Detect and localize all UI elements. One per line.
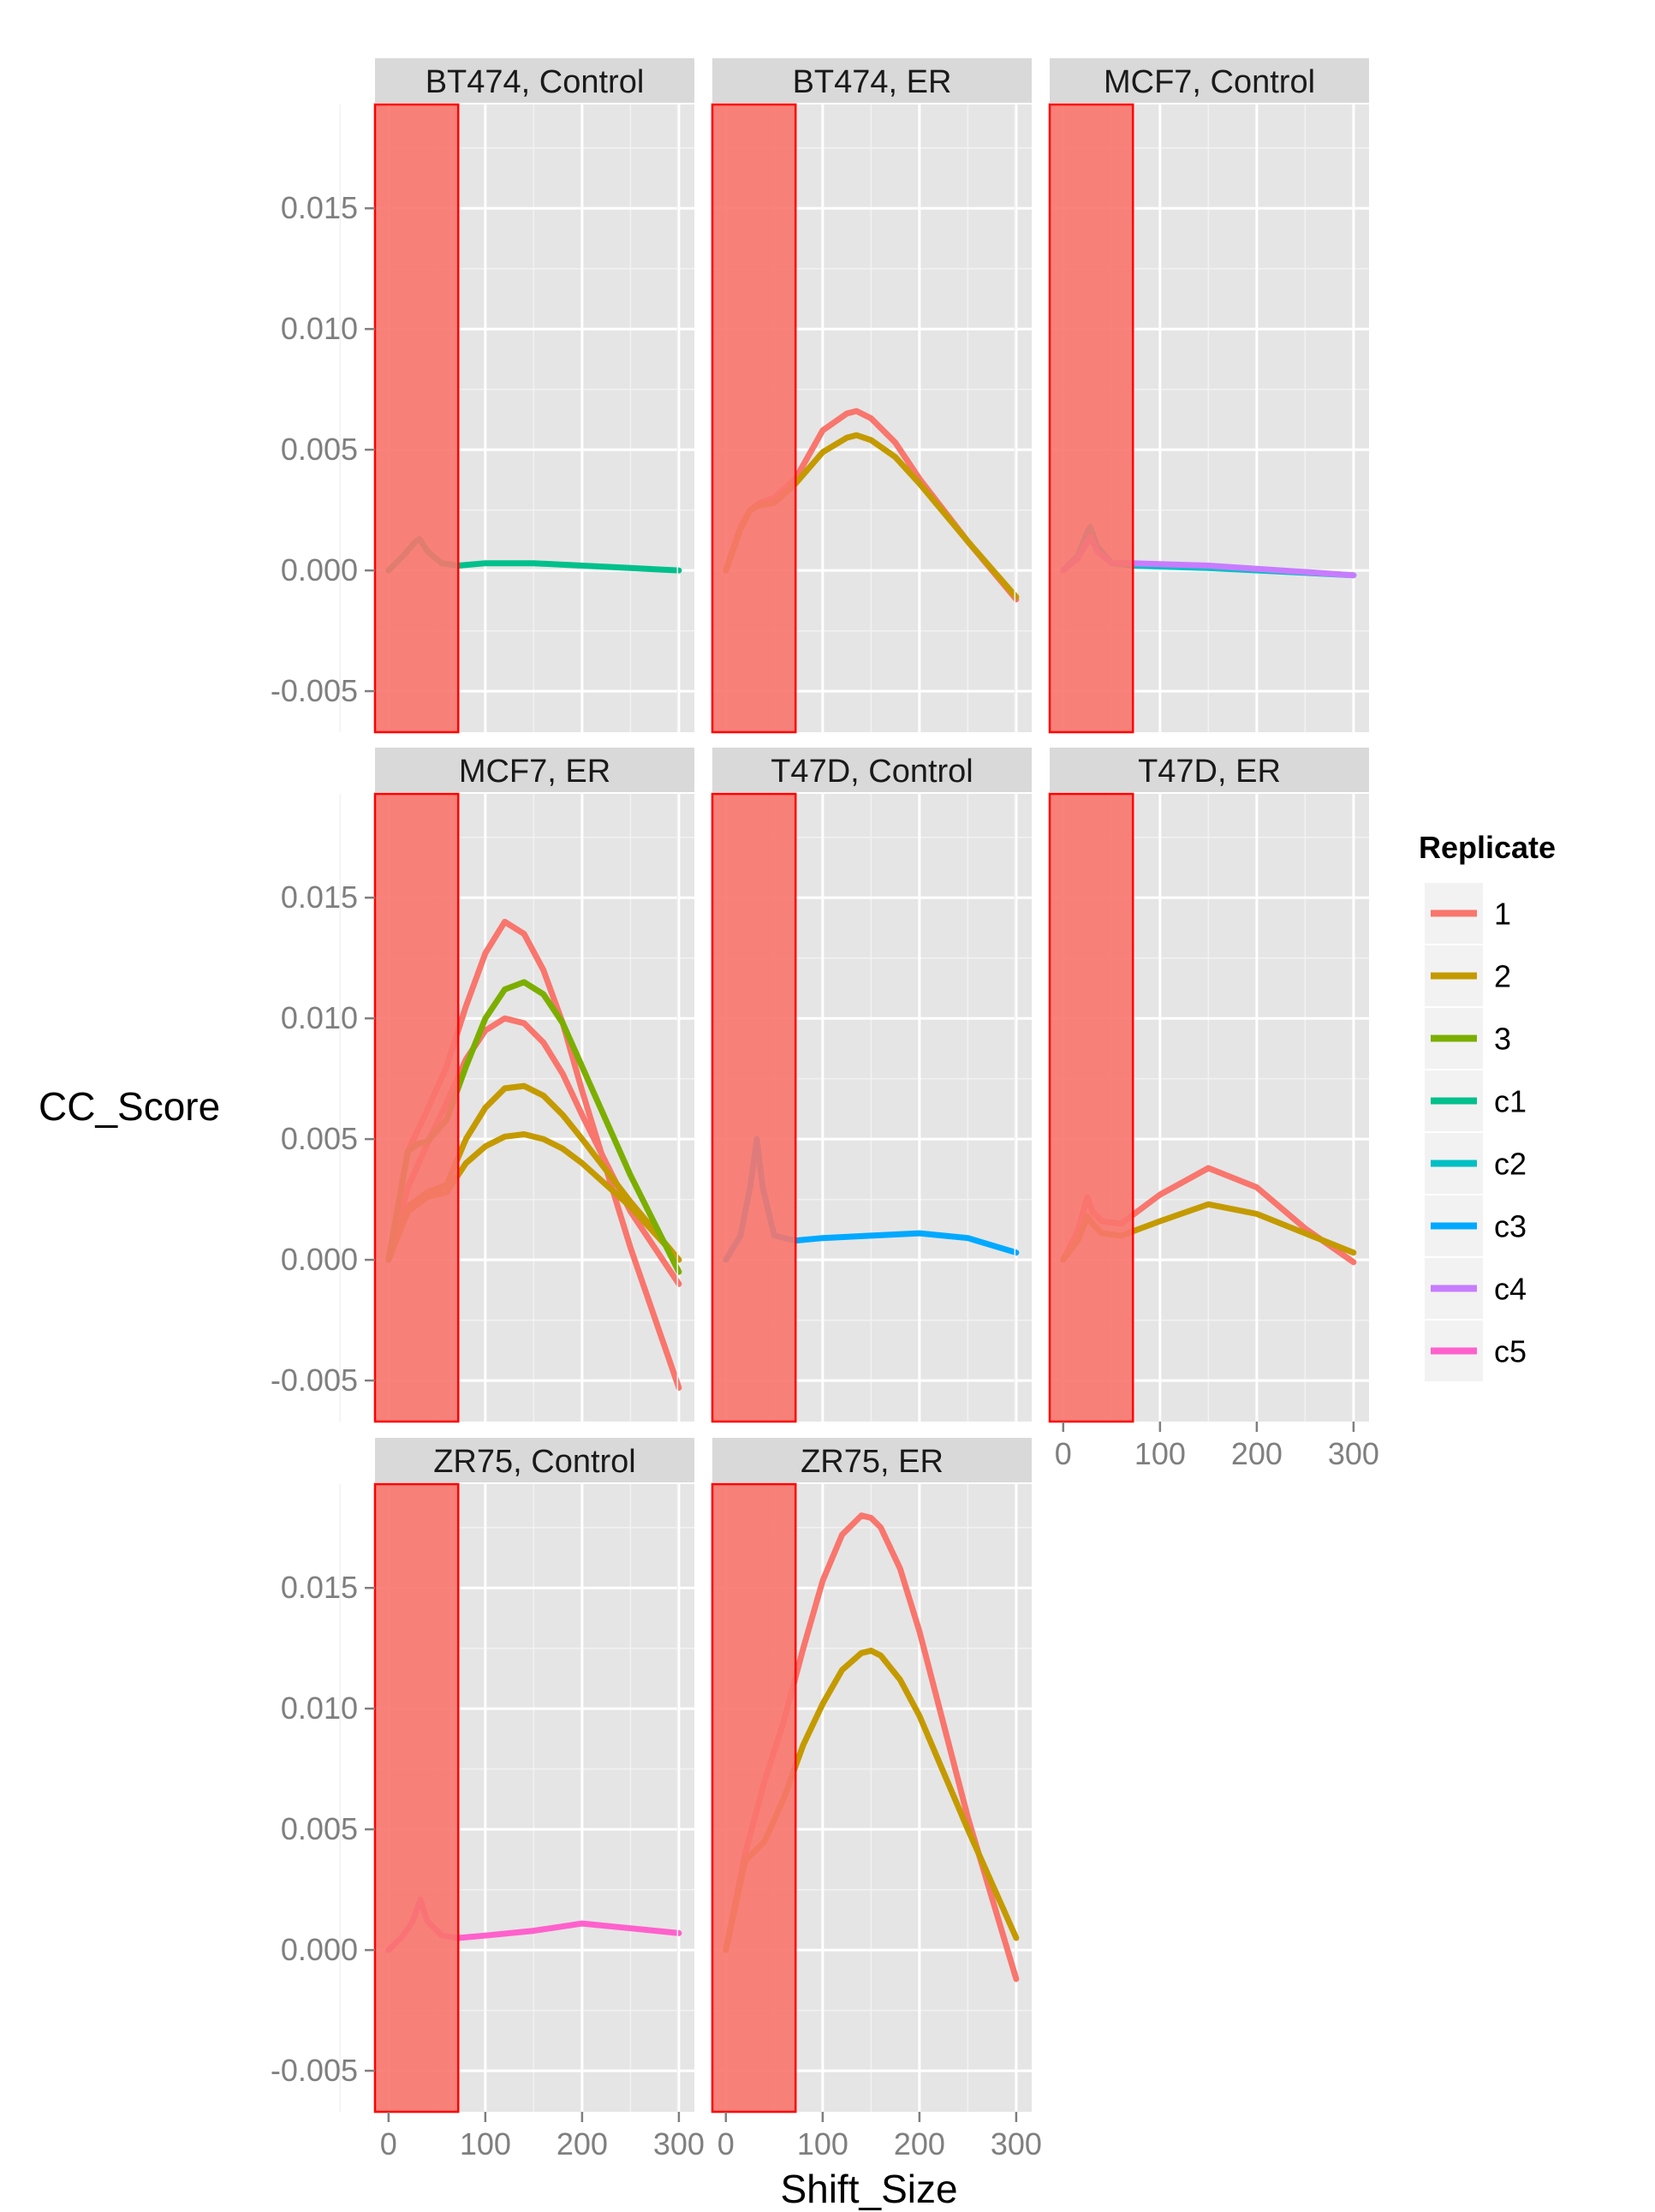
legend-label: c5 <box>1494 1334 1527 1369</box>
legend-title: Replicate <box>1419 830 1556 865</box>
x-axis-title: Shift_Size <box>780 2167 957 2211</box>
x-tick-label: 200 <box>557 2126 608 2161</box>
x-tick-label: 200 <box>894 2126 945 2161</box>
y-tick-label: 0.010 <box>281 311 358 346</box>
y-tick-label: 0.000 <box>281 1932 358 1967</box>
facet-panel: MCF7, ER -0.005 0.000 0.005 0.010 0.015 <box>271 748 694 1423</box>
facet-panel: T47D, ER 0 100 200 300 <box>1014 748 1379 1471</box>
strip-background <box>712 748 1032 792</box>
strip-background <box>1050 58 1369 103</box>
strip-background <box>712 58 1032 103</box>
strip-background <box>1050 748 1369 792</box>
strip-label: MCF7, Control <box>1104 64 1315 100</box>
y-tick-label: 0.000 <box>281 552 358 587</box>
facet-panel: ZR75, ER 0 100 200 300 <box>676 1438 1042 2161</box>
legend-item: c5 <box>1423 1319 1527 1383</box>
x-tick-label: 300 <box>991 2126 1042 2161</box>
facet-panel: T47D, Control <box>676 748 1032 1423</box>
y-tick-label: -0.005 <box>271 673 358 708</box>
x-tick-label: 0 <box>1055 1436 1072 1471</box>
highlight-region <box>1048 792 1134 1423</box>
y-tick-label: 0.015 <box>281 879 358 915</box>
highlight-region <box>373 1482 460 2114</box>
y-tick-label: 0.000 <box>281 1242 358 1277</box>
y-tick-label: 0.005 <box>281 432 358 467</box>
strip-background <box>375 1438 694 1482</box>
legend-item: c4 <box>1423 1256 1527 1321</box>
legend-label: c1 <box>1494 1084 1527 1119</box>
highlight-region <box>711 103 797 734</box>
panels: BT474, Control -0.005 0.000 0.005 0.010 0.015… <box>271 58 1379 2161</box>
highlight-region <box>373 103 460 734</box>
legend-item: c3 <box>1423 1194 1527 1258</box>
legend-label: 3 <box>1494 1022 1511 1057</box>
highlight-region <box>711 792 797 1423</box>
strip-background <box>375 748 694 792</box>
y-tick-label: -0.005 <box>271 1362 358 1398</box>
x-tick-label: 200 <box>1231 1436 1283 1471</box>
y-tick-label: 0.015 <box>281 190 358 225</box>
legend-label: c3 <box>1494 1209 1527 1244</box>
y-tick-label: 0.005 <box>281 1121 358 1156</box>
y-tick-label: -0.005 <box>271 2053 358 2088</box>
x-tick-label: 300 <box>1328 1436 1379 1471</box>
strip-label: BT474, ER <box>793 64 952 100</box>
x-tick-label: 100 <box>460 2126 511 2161</box>
x-tick-label: 0 <box>380 2126 397 2161</box>
strip-label: ZR75, ER <box>801 1444 944 1480</box>
strip-label: T47D, Control <box>771 754 973 790</box>
legend-label: 2 <box>1494 959 1511 994</box>
highlight-region <box>373 792 460 1423</box>
x-tick-label: 0 <box>717 2126 735 2161</box>
legend-item: 2 <box>1423 944 1511 1008</box>
legend-item: 1 <box>1423 881 1511 945</box>
strip-label: MCF7, ER <box>459 754 610 790</box>
y-tick-label: 0.015 <box>281 1570 358 1605</box>
legend-item: 3 <box>1423 1006 1511 1070</box>
highlight-region <box>1048 103 1134 734</box>
y-tick-label: 0.010 <box>281 1000 358 1035</box>
y-axis-title: CC_Score <box>39 1084 220 1129</box>
strip-background <box>375 58 694 103</box>
strip-label: BT474, Control <box>426 64 645 100</box>
facet-panel: MCF7, Control <box>1014 58 1369 734</box>
legend-label: 1 <box>1494 897 1511 932</box>
strip-label: T47D, ER <box>1138 754 1281 790</box>
legend: Replicate 1 2 3 c1 c2 c3 c4 c5 <box>1419 830 1556 1383</box>
facet-panel: BT474, Control -0.005 0.000 0.005 0.010 0.015 <box>271 58 694 734</box>
legend-item: c1 <box>1423 1069 1527 1133</box>
highlight-region <box>711 1482 797 2114</box>
x-tick-label: 100 <box>1134 1436 1186 1471</box>
strip-label: ZR75, Control <box>433 1444 636 1480</box>
x-tick-label: 300 <box>653 2126 705 2161</box>
strip-background <box>712 1438 1032 1482</box>
legend-label: c2 <box>1494 1147 1527 1182</box>
facet-panel: BT474, ER <box>676 58 1032 734</box>
legend-label: c4 <box>1494 1272 1527 1307</box>
legend-item: c2 <box>1423 1131 1527 1195</box>
y-tick-label: 0.010 <box>281 1690 358 1726</box>
y-tick-label: 0.005 <box>281 1811 358 1846</box>
x-tick-label: 100 <box>797 2126 848 2161</box>
facet-panel: ZR75, Control -0.005 0.000 0.005 0.010 0.015 0… <box>271 1438 705 2161</box>
